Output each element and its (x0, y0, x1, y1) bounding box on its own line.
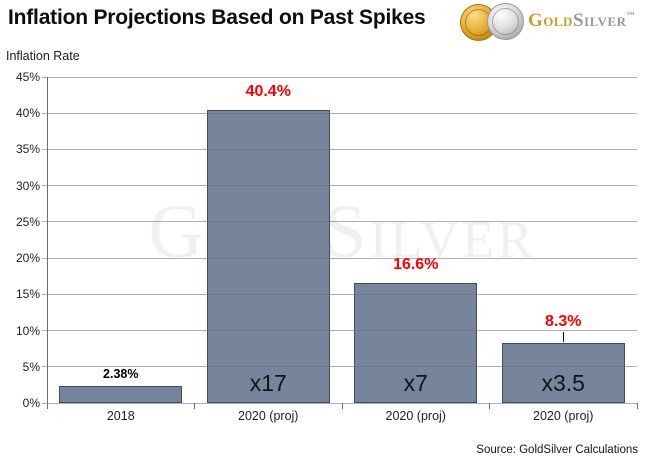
gridline (42, 366, 637, 368)
silver-coin-icon (487, 3, 524, 40)
logo-wordmark: GoldSilver™ (528, 10, 635, 32)
bar-multiplier-label: x7 (403, 370, 428, 396)
x-tick-label: 2020 (proj) (533, 409, 594, 423)
gridline (42, 76, 637, 78)
logo-trademark-symbol: ™ (626, 10, 636, 19)
bar-value-label: 2.38% (103, 366, 139, 381)
x-axis-tick (194, 403, 195, 409)
y-tick-label: 35% (15, 142, 40, 157)
x-tick-label: 2018 (106, 409, 135, 423)
y-tick-label: 0% (22, 396, 40, 410)
gridline (42, 257, 637, 259)
x-tick-label: 2020 (proj) (385, 409, 446, 423)
y-tick-label: 25% (15, 214, 40, 229)
gridline (42, 185, 637, 187)
x-axis-tick (341, 403, 343, 409)
bar-multiplier-label: x3.5 (541, 370, 585, 396)
y-tick-label: 40% (15, 106, 40, 121)
y-axis-line (47, 77, 48, 409)
source-note: Source: GoldSilver Calculations (476, 444, 638, 456)
x-axis-tick (46, 403, 48, 409)
y-axis-title: Inflation Rate (6, 49, 80, 63)
gridline (42, 402, 637, 404)
y-tick-label: 20% (15, 251, 40, 266)
gridline (42, 221, 637, 223)
chart-title: Inflation Projections Based on Past Spik… (8, 6, 426, 29)
logo-gold-text: Gold (528, 10, 573, 31)
gridline (42, 148, 637, 150)
y-tick-label: 15% (15, 287, 40, 302)
logo-silver-text: Silver (572, 10, 627, 31)
bar-value-label: 16.6% (393, 255, 439, 273)
x-axis-tick (489, 403, 490, 409)
bar-2020-proj--1 (206, 110, 330, 403)
bar-2018-0 (59, 385, 183, 403)
gridline (42, 330, 637, 332)
gridline (42, 293, 637, 295)
gridline (42, 112, 637, 114)
y-tick-label: 5% (22, 359, 40, 374)
x-tick-label: 2020 (proj) (238, 409, 299, 423)
goldsilver-logo: GoldSilver™ (458, 1, 643, 41)
bar-value-label: 40.4% (245, 83, 291, 101)
bar-2020-proj--2 (354, 282, 478, 403)
value-leader-line (562, 331, 564, 342)
bar-value-label: 8.3% (545, 312, 582, 330)
bar-2020-proj--3 (501, 342, 625, 403)
watermark: GoldSilver (148, 190, 536, 274)
y-tick-label: 45% (15, 70, 40, 84)
y-tick-label: 10% (15, 323, 40, 338)
x-axis-tick (636, 403, 638, 409)
y-tick-label: 30% (15, 178, 40, 193)
bar-multiplier-label: x17 (249, 370, 287, 396)
